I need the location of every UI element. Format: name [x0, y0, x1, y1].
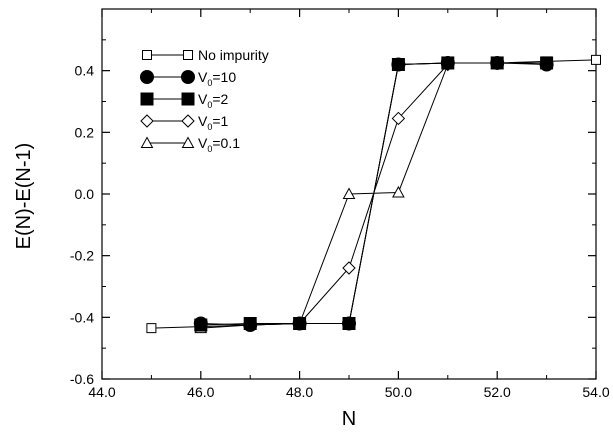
data-point	[183, 50, 193, 60]
data-point	[181, 70, 195, 84]
x-tick-label: 50.0	[385, 384, 412, 400]
data-point	[342, 316, 356, 331]
x-tick-label: 44.0	[88, 384, 115, 400]
y-axis-label: E(N)-E(N-1)	[13, 143, 35, 250]
x-tick-label: 54.0	[582, 384, 609, 400]
legend-entry: V0=2	[140, 91, 229, 110]
data-point	[243, 318, 258, 333]
x-axis-label: N	[342, 408, 356, 430]
y-tick-label: 0.4	[75, 63, 95, 79]
data-point	[342, 261, 356, 275]
legend-entry: V0=10	[140, 69, 236, 88]
y-axis-ticks: -0.6 -0.4 -0.2 0.0 0.2 0.4	[70, 39, 596, 387]
x-tick-label: 46.0	[187, 384, 214, 400]
data-point	[181, 92, 195, 106]
legend-entry: No impurity	[142, 47, 269, 63]
series-line	[200, 62, 547, 326]
x-tick-label: 48.0	[286, 384, 313, 400]
legend: No impurity V0=10 V0=2 V0=1 V0=0.1	[140, 47, 269, 154]
data-point	[140, 70, 154, 84]
data-point	[342, 187, 356, 199]
legend-entry: V0=0.1	[140, 135, 240, 154]
data-point	[391, 57, 406, 72]
data-point	[539, 57, 554, 72]
data-point	[440, 55, 455, 70]
data-point	[142, 50, 152, 60]
data-point	[181, 136, 195, 148]
legend-label: No impurity	[198, 47, 269, 63]
legend-label: V0=0.1	[198, 135, 240, 154]
x-axis-ticks: 44.0 46.0 48.0 50.0 52.0 54.0	[88, 9, 610, 400]
series-layer	[146, 54, 601, 334]
data-point	[391, 111, 406, 126]
y-tick-label: -0.2	[70, 248, 94, 264]
data-point	[292, 316, 307, 331]
data-point	[193, 316, 208, 331]
legend-entry: V0=1	[140, 113, 229, 132]
data-point	[146, 323, 157, 334]
y-tick-label: 0.2	[75, 124, 95, 140]
y-tick-label: -0.6	[70, 371, 94, 387]
legend-label: V0=2	[198, 91, 229, 110]
x-tick-label: 52.0	[484, 384, 511, 400]
series-line	[200, 64, 449, 329]
y-tick-label: 0.0	[75, 186, 95, 202]
data-point	[591, 54, 601, 65]
legend-label: V0=10	[198, 69, 236, 88]
data-point	[140, 114, 154, 128]
y-tick-label: -0.4	[70, 309, 94, 325]
data-point	[490, 55, 505, 70]
data-point	[181, 114, 195, 128]
data-point	[140, 136, 154, 148]
series-1	[193, 55, 554, 333]
legend-label: V0=1	[198, 113, 229, 132]
data-point	[392, 185, 405, 198]
data-point	[140, 92, 154, 106]
